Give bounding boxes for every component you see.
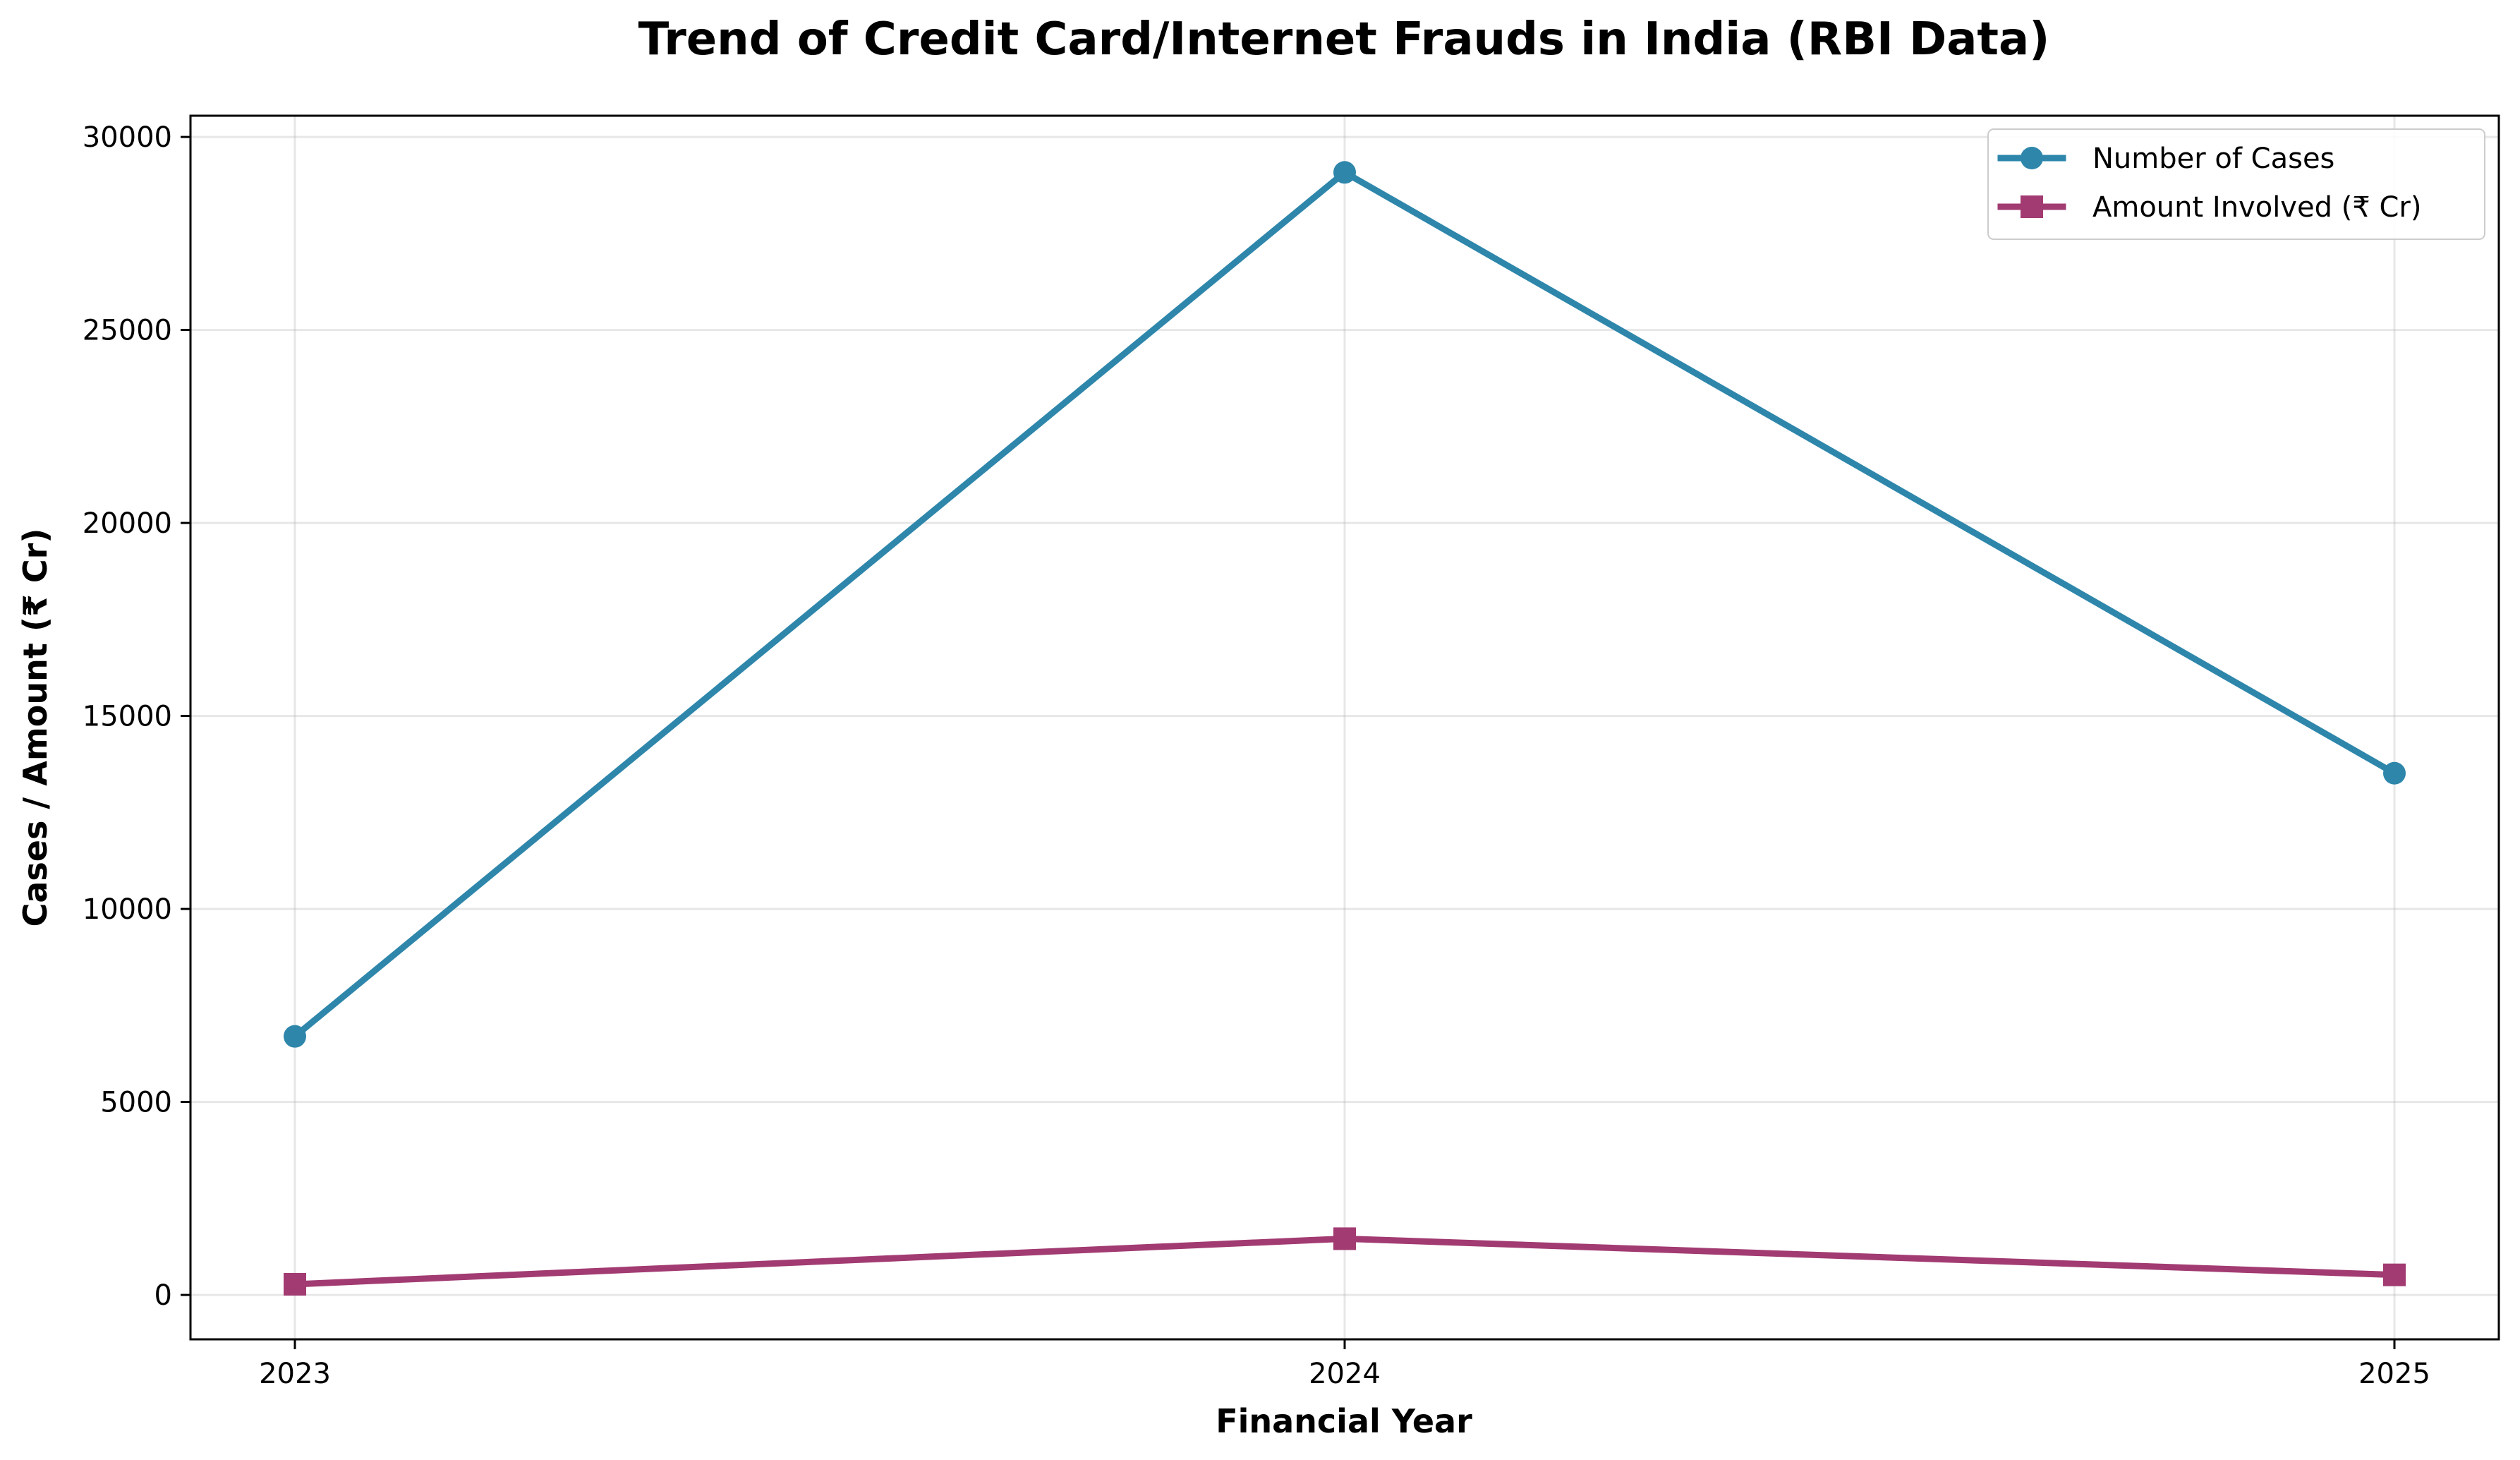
x-axis-label: Financial Year <box>1216 1402 1472 1440</box>
y-axis-label: Cases / Amount (₹ Cr) <box>16 529 54 927</box>
data-point-number-of-cases <box>1333 161 1356 184</box>
data-point-number-of-cases <box>284 1025 306 1048</box>
legend-label-number-of-cases: Number of Cases <box>2092 143 2334 175</box>
y-tick-label: 25000 <box>83 315 172 347</box>
legend-marker-amount-involved <box>2021 195 2043 218</box>
x-axis: 2023 2024 2025 <box>259 1339 2430 1390</box>
series-number-of-cases <box>284 161 2406 1048</box>
data-point-amount-involved-cr <box>1333 1227 1356 1250</box>
y-tick-label: 0 <box>155 1279 172 1312</box>
y-tick-label: 30000 <box>83 121 172 154</box>
legend-marker-number-of-cases <box>2021 147 2043 169</box>
y-axis: 0 5000 10000 15000 20000 25000 30000 <box>83 121 190 1312</box>
y-tick-label: 15000 <box>83 701 172 733</box>
legend: Number of Cases Amount Involved (₹ Cr) <box>1987 128 2485 240</box>
y-tick-label: 20000 <box>83 507 172 540</box>
data-point-number-of-cases <box>2383 761 2406 785</box>
legend-box <box>1987 128 2485 240</box>
data-point-amount-involved-cr <box>284 1272 306 1296</box>
series-group <box>284 161 2406 1296</box>
x-tick-label: 2024 <box>1309 1358 1381 1390</box>
x-tick-label: 2023 <box>259 1358 331 1390</box>
data-point-amount-involved-cr <box>2383 1263 2406 1286</box>
chart-title: Trend of Credit Card/Internet Frauds in … <box>638 13 2050 66</box>
legend-label-amount-involved: Amount Involved (₹ Cr) <box>2092 191 2421 224</box>
series-amount-involved-cr <box>284 1227 2406 1296</box>
x-tick-label: 2025 <box>2358 1358 2430 1390</box>
y-tick-label: 5000 <box>100 1087 172 1119</box>
y-tick-label: 10000 <box>83 893 172 926</box>
